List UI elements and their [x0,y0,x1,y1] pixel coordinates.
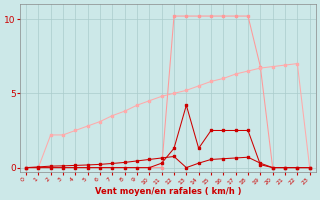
X-axis label: Vent moyen/en rafales ( km/h ): Vent moyen/en rafales ( km/h ) [95,187,241,196]
